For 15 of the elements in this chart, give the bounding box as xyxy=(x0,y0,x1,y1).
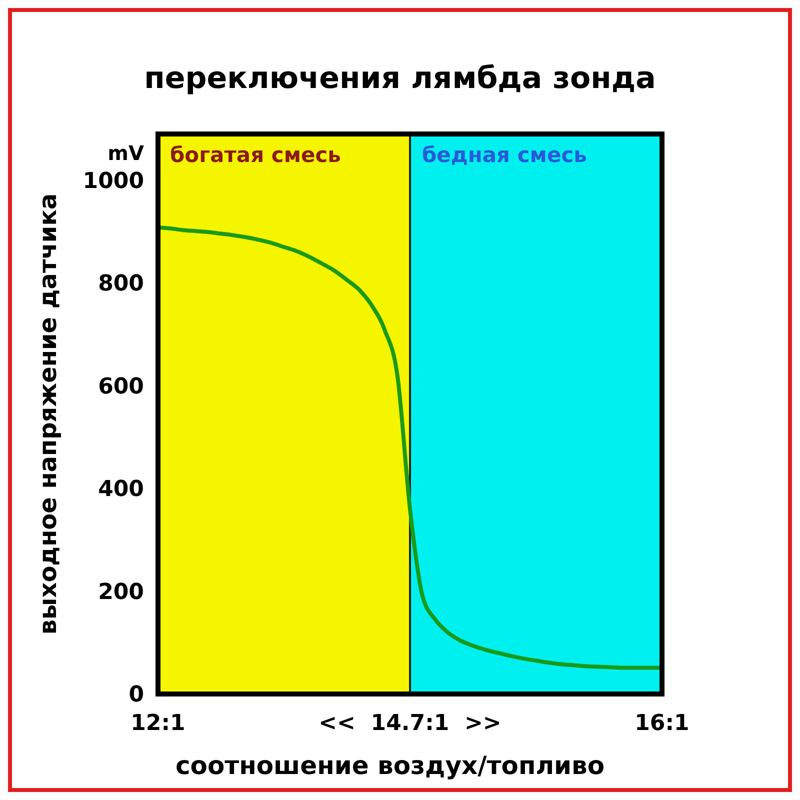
x-axis-title: соотношение воздух/топливо xyxy=(175,751,605,780)
y-tick-label: 200 xyxy=(98,580,144,605)
text: mV xyxy=(108,141,145,165)
x-tick-label: 12:1 xyxy=(130,711,186,736)
band-label: бедная смесь xyxy=(422,143,587,167)
y-axis-title: выходное напряжение датчика xyxy=(34,193,62,635)
y-tick-label: 0 xyxy=(128,682,144,708)
y-tick-label: 400 xyxy=(98,477,144,502)
chart-title: переключения лямбда зонда xyxy=(144,61,656,96)
x-tick-label: 16:1 xyxy=(634,711,690,736)
x-tick-label: << 14.7:1 >> xyxy=(318,711,502,736)
band-label: богатая смесь xyxy=(170,143,341,167)
y-tick-label: 1000 xyxy=(82,168,144,194)
y-tick-label: 800 xyxy=(98,272,144,297)
y-tick-label: 600 xyxy=(98,374,144,400)
